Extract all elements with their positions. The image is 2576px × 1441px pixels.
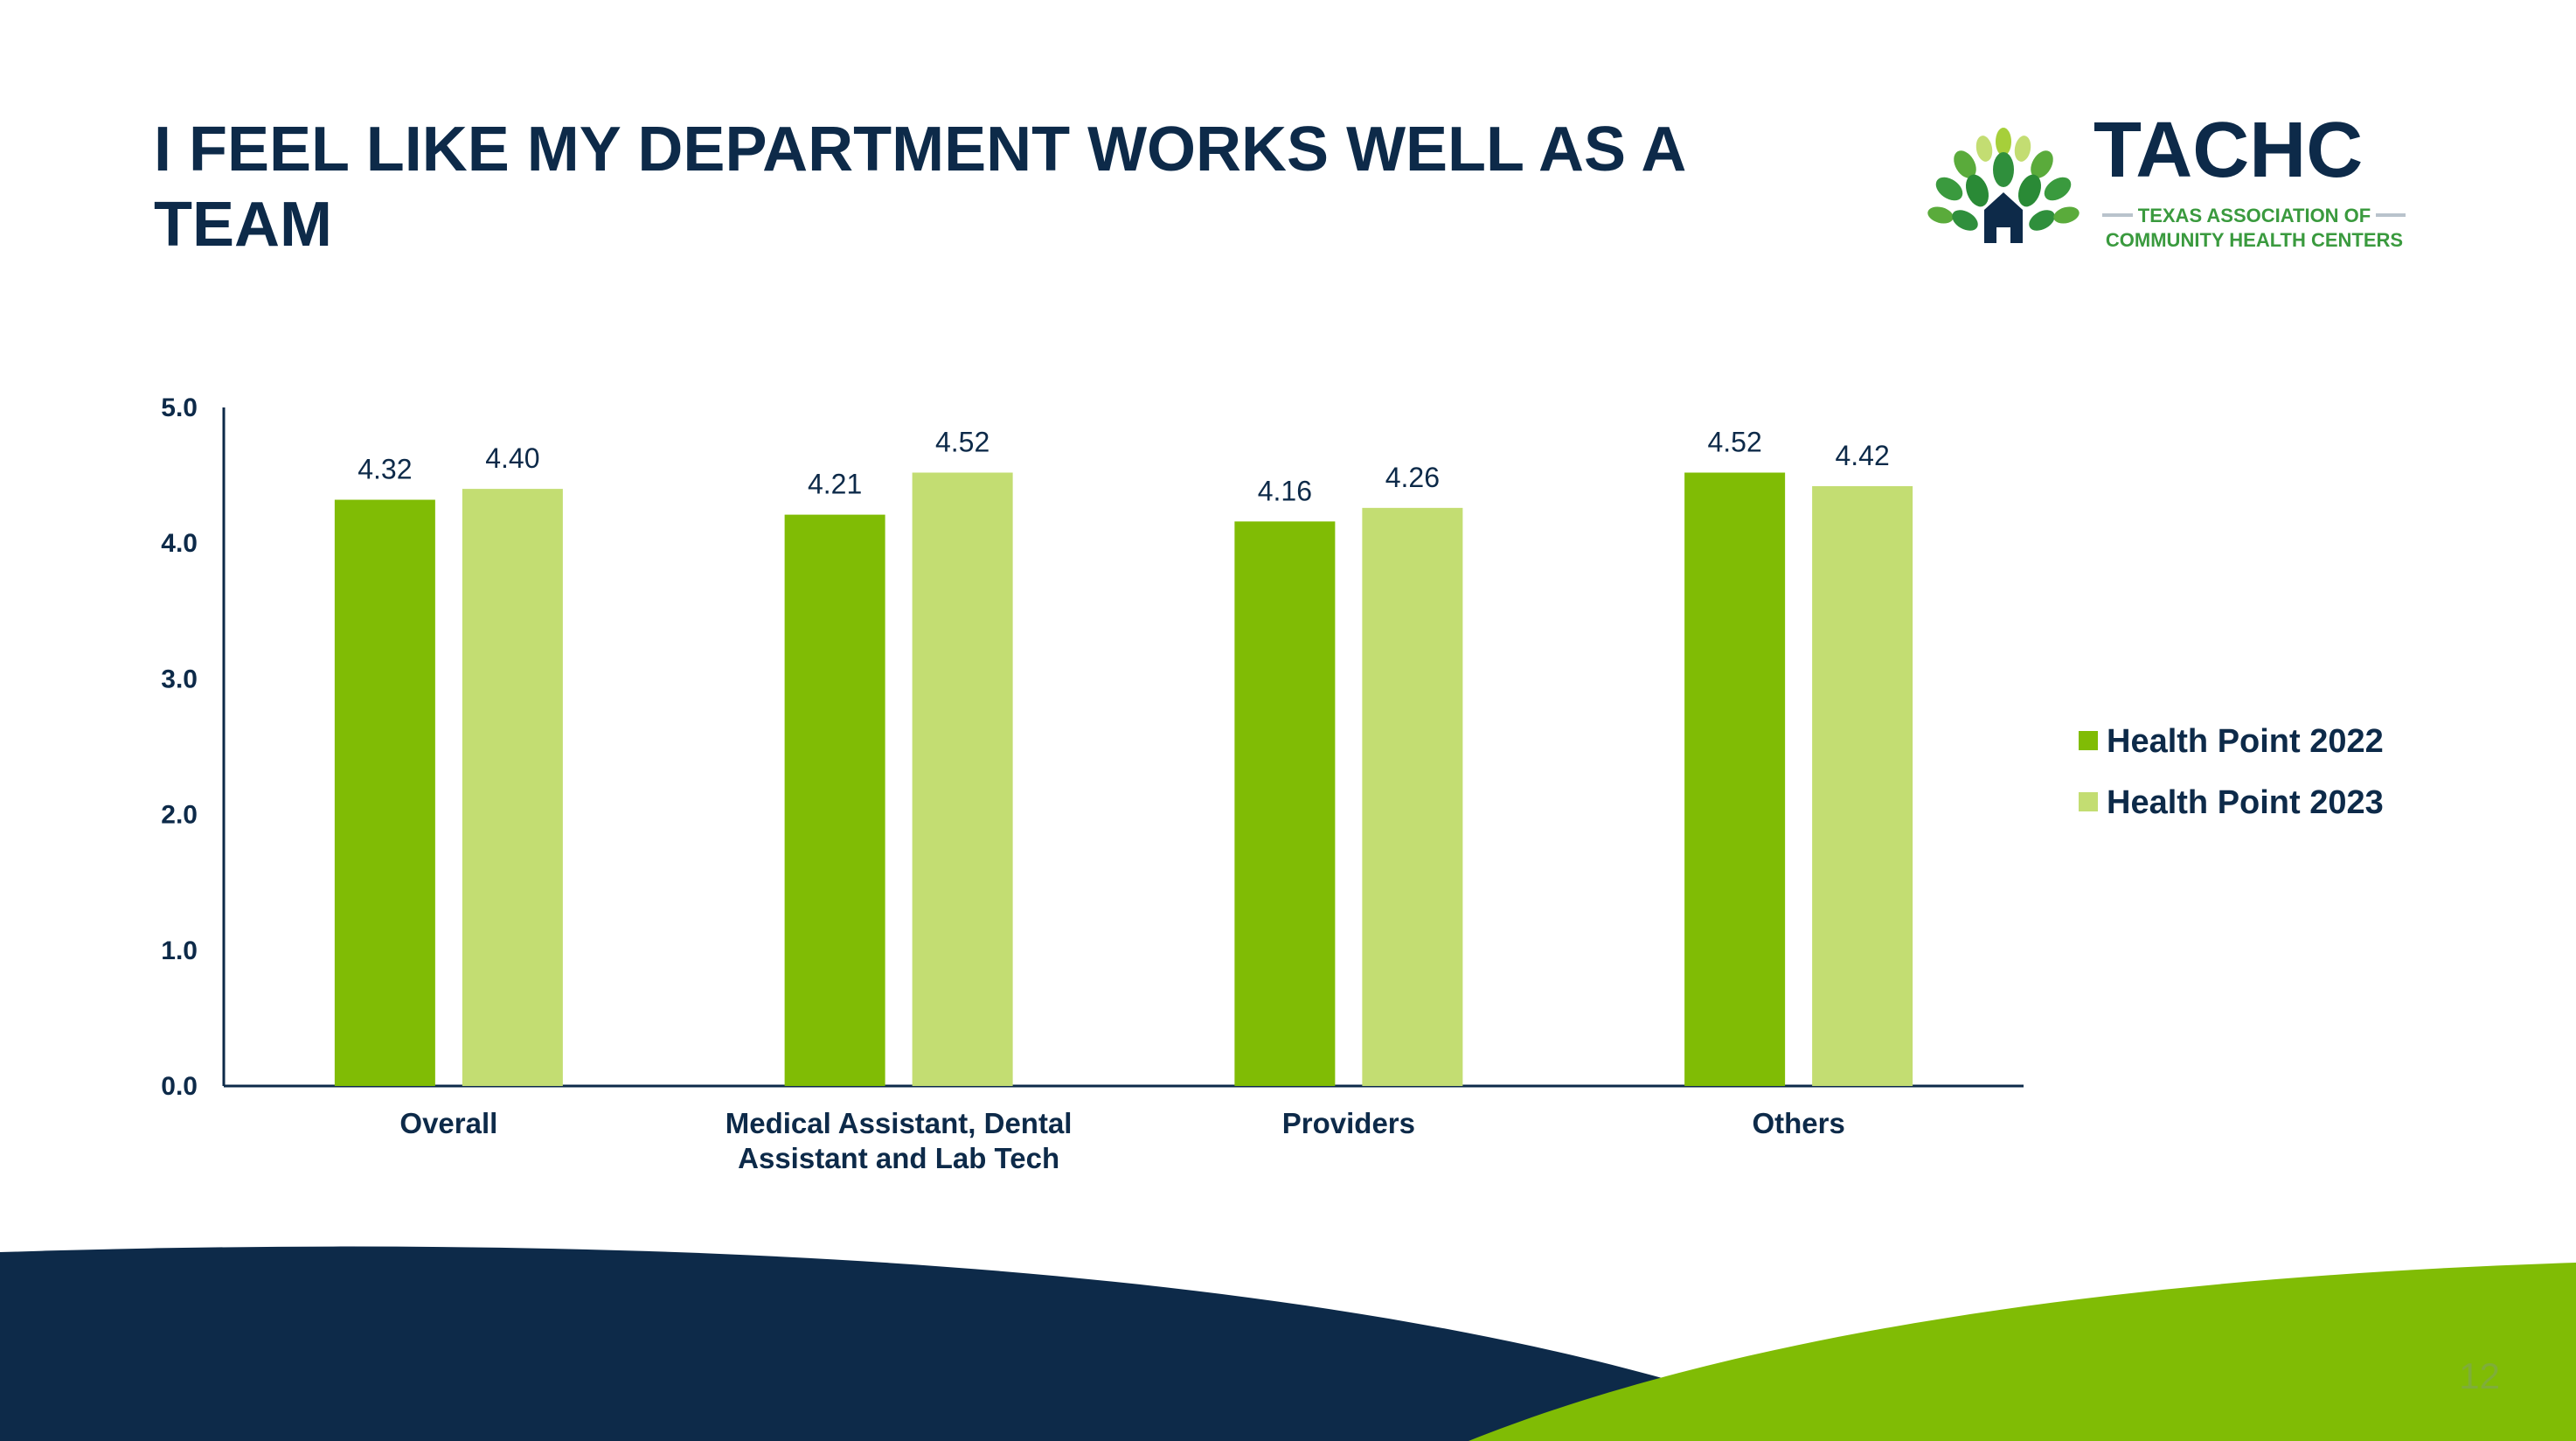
footer-wave-green [1469, 1263, 2576, 1441]
x-tick-label: Providers [1282, 1107, 1415, 1139]
bar-2022 [334, 499, 435, 1086]
y-tick-label: 1.0 [161, 936, 198, 965]
legend-label: Health Point 2023 [2107, 784, 2384, 821]
bar-2023 [912, 472, 1013, 1086]
y-tick-label: 4.0 [161, 529, 198, 558]
x-tick-label: Others [1752, 1107, 1844, 1139]
legend-swatch [2079, 731, 2098, 750]
bar-2023 [1812, 486, 1913, 1086]
logo-tagline-line2: COMMUNITY HEALTH CENTERS [2106, 229, 2403, 251]
y-tick-label: 0.0 [161, 1072, 198, 1101]
y-tick-label: 2.0 [161, 801, 198, 830]
y-axis-tick-labels: 0.0 1.0 2.0 3.0 4.0 5.0 [161, 393, 198, 1101]
logo-wordmark: TACHC [2093, 114, 2363, 194]
bar-value-label: 4.52 [1707, 426, 1761, 457]
bar-2022 [1234, 521, 1336, 1086]
bar-2023 [1362, 507, 1463, 1086]
chart-legend: Health Point 2022 Health Point 2023 [2079, 723, 2384, 821]
bars-group [334, 472, 1913, 1086]
bar-value-label: 4.21 [808, 469, 862, 500]
y-tick-label: 3.0 [161, 665, 198, 693]
tachc-logo: TACHC TEXAS ASSOCIATION OF COMMUNITY HEA… [1927, 114, 2406, 251]
logo-tagline-line1: TEXAS ASSOCIATION OF [2138, 205, 2371, 226]
bar-value-label: 4.26 [1385, 462, 1440, 493]
bar-value-label: 4.40 [485, 442, 539, 474]
page-number: 12 [2459, 1355, 2500, 1396]
bar-value-label: 4.16 [1258, 475, 1312, 506]
tree-icon [1927, 128, 2080, 243]
bar-2022 [1684, 472, 1786, 1086]
footer-wave-navy [0, 1246, 1748, 1441]
data-labels-group: 4.32 4.40 4.21 4.52 4.16 4.26 4.52 4.42 [358, 426, 1890, 506]
x-tick-label: Assistant and Lab Tech [738, 1142, 1059, 1174]
x-tick-label: Overall [399, 1107, 497, 1139]
y-tick-label: 5.0 [161, 393, 198, 422]
bar-value-label: 4.52 [935, 426, 989, 457]
x-tick-label: Medical Assistant, Dental [726, 1107, 1073, 1139]
legend-label: Health Point 2022 [2107, 723, 2384, 760]
x-axis-tick-labels: Overall Medical Assistant, DentalAssistan… [399, 1107, 1844, 1174]
bar-value-label: 4.42 [1835, 440, 1889, 471]
bar-2023 [462, 489, 563, 1086]
bar-value-label: 4.32 [358, 454, 412, 485]
bar-2022 [784, 514, 885, 1086]
legend-swatch [2079, 792, 2098, 811]
slide-title: I FEEL LIKE MY DEPARTMENT WORKS WELL AS … [154, 115, 1684, 260]
